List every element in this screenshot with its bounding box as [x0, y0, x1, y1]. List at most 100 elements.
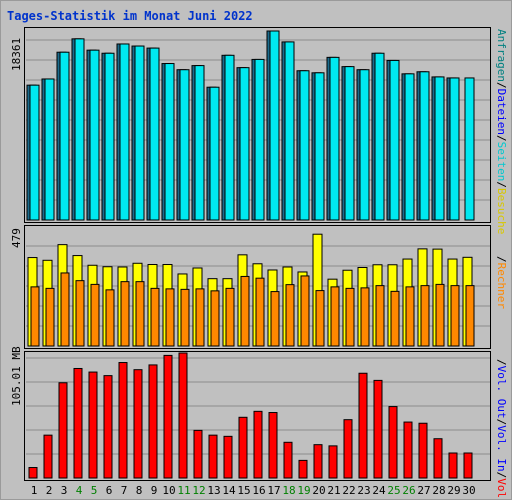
legend-volume: /Vol. Out/Vol. In/Volumen: [495, 359, 508, 499]
bar-rechner: [345, 287, 355, 347]
bar-volumen: [163, 354, 173, 479]
legend-requests-part: Seiten: [495, 142, 508, 182]
bar-rechner: [420, 285, 430, 347]
legend-requests-part: Dateien: [495, 89, 508, 135]
x-tick-label: 10: [162, 484, 175, 497]
bar-seiten: [329, 56, 340, 221]
legend-requests-part: /: [495, 135, 508, 142]
bar-rechner: [45, 287, 55, 347]
bar-seiten: [44, 78, 55, 221]
bar-seiten: [194, 65, 205, 221]
bar-rechner: [165, 288, 175, 347]
bar-volumen: [73, 367, 83, 479]
bar-rechner: [270, 291, 280, 347]
bar-volumen: [283, 441, 293, 479]
bar-rechner: [405, 286, 415, 347]
bar-seiten: [119, 43, 130, 221]
x-tick-label: 11: [177, 484, 190, 497]
legend-requests-part: Anfragen: [495, 29, 508, 82]
bar-seiten: [419, 71, 430, 221]
bar-rechner: [300, 275, 310, 347]
bar-rechner: [210, 290, 220, 347]
bar-seiten: [344, 66, 355, 221]
legend-hosts: /Rechner: [495, 256, 508, 309]
x-tick-label: 15: [237, 484, 250, 497]
x-tick-label: 13: [207, 484, 220, 497]
bar-volumen: [448, 452, 458, 479]
bar-rechner: [75, 280, 85, 347]
bar-rechner: [60, 272, 70, 347]
bar-volumen: [193, 429, 203, 479]
bar-volumen: [253, 410, 263, 479]
bar-seiten: [449, 77, 460, 221]
legend-requests-part: /: [495, 181, 508, 188]
bar-seiten: [299, 70, 310, 221]
bar-volumen: [418, 422, 428, 479]
legend-volume-part: Volumen: [495, 478, 508, 499]
x-tick-label: 14: [222, 484, 236, 497]
x-tick-label: 24: [372, 484, 386, 497]
bar-volumen: [28, 467, 38, 479]
x-tick-label: 2: [46, 484, 53, 497]
legend-volume-part: /: [495, 419, 508, 426]
bar-volumen: [403, 421, 413, 479]
bar-seiten: [359, 69, 370, 221]
x-tick-label: 23: [357, 484, 370, 497]
bar-seiten: [239, 67, 250, 221]
bar-volumen: [268, 412, 278, 479]
bar-seiten: [434, 76, 445, 221]
bar-volumen: [463, 452, 473, 479]
bar-seiten: [59, 51, 70, 221]
bar-volumen: [178, 352, 188, 479]
bar-rechner: [285, 284, 295, 347]
bar-volumen: [148, 364, 158, 479]
bar-rechner: [135, 281, 145, 347]
bar-seiten: [104, 52, 115, 221]
bar-volumen: [208, 434, 218, 479]
bar-rechner: [330, 286, 340, 347]
bar-volumen: [298, 459, 308, 479]
bar-seiten: [224, 54, 235, 221]
bar-seiten: [29, 84, 40, 221]
bar-seiten: [74, 38, 85, 221]
x-tick-label: 21: [327, 484, 340, 497]
x-tick-label: 20: [312, 484, 325, 497]
bar-seiten: [254, 58, 265, 221]
x-tick-label: 6: [106, 484, 113, 497]
bar-seiten: [134, 45, 145, 221]
bar-volumen: [343, 419, 353, 479]
bar-volumen: [103, 375, 113, 479]
bar-rechner: [315, 290, 325, 347]
x-tick-label: 4: [76, 484, 83, 497]
legend-requests: Anfragen/Dateien/Seiten/Besuche: [495, 29, 508, 234]
x-tick-label: 3: [61, 484, 68, 497]
bar-volumen: [313, 444, 323, 479]
x-tick-label: 12: [192, 484, 205, 497]
x-tick-label: 19: [297, 484, 310, 497]
bar-seiten: [464, 77, 475, 221]
bar-rechner: [30, 286, 40, 347]
bar-seiten: [284, 41, 295, 221]
bar-volumen: [223, 435, 233, 479]
x-tick-label: 30: [462, 484, 475, 497]
x-tick-label: 18: [282, 484, 295, 497]
bar-volumen: [118, 362, 128, 479]
bar-rechner: [360, 287, 370, 347]
legend-volume-part: Vol. In: [495, 425, 508, 471]
bar-rechner: [150, 287, 160, 347]
x-tick-label: 16: [252, 484, 265, 497]
bar-volumen: [433, 438, 443, 479]
bar-rechner: [225, 287, 235, 347]
x-tick-label: 26: [402, 484, 415, 497]
bar-seiten: [179, 69, 190, 221]
bar-volumen: [58, 382, 68, 479]
legend-volume-part: /: [495, 359, 508, 366]
bar-volumen: [373, 379, 383, 479]
bar-rechner: [90, 283, 100, 347]
chart-title: Tages-Statistik im Monat Juni 2022: [7, 9, 253, 23]
legend-volume-part: /: [495, 472, 508, 479]
bar-volumen: [133, 369, 143, 479]
legend-hosts-part: Rechner: [495, 263, 508, 310]
bar-rechner: [195, 288, 205, 347]
